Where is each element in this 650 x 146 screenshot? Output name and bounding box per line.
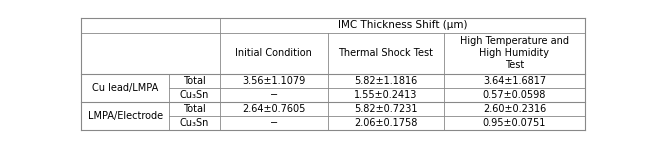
Text: 5.82±0.7231: 5.82±0.7231 — [354, 104, 418, 114]
Text: −: − — [270, 118, 278, 128]
Text: Initial Condition: Initial Condition — [235, 48, 313, 59]
Text: 5.82±1.1816: 5.82±1.1816 — [354, 76, 418, 86]
Text: 3.56±1.1079: 3.56±1.1079 — [242, 76, 306, 86]
Text: 1.55±0.2413: 1.55±0.2413 — [354, 90, 418, 100]
Text: Cu lead/LMPA: Cu lead/LMPA — [92, 83, 159, 93]
Text: 2.06±0.1758: 2.06±0.1758 — [354, 118, 418, 128]
Text: −: − — [270, 90, 278, 100]
Text: IMC Thickness Shift (μm): IMC Thickness Shift (μm) — [337, 20, 467, 30]
Text: 2.60±0.2316: 2.60±0.2316 — [483, 104, 546, 114]
Text: High Temperature and
High Humidity
Test: High Temperature and High Humidity Test — [460, 36, 569, 71]
Text: 3.64±1.6817: 3.64±1.6817 — [483, 76, 546, 86]
Text: 2.64±0.7605: 2.64±0.7605 — [242, 104, 306, 114]
Text: Total: Total — [183, 104, 206, 114]
Text: Cu₃Sn: Cu₃Sn — [180, 90, 209, 100]
Text: Total: Total — [183, 76, 206, 86]
Text: 0.57±0.0598: 0.57±0.0598 — [483, 90, 546, 100]
Text: LMPA/Electrode: LMPA/Electrode — [88, 111, 163, 121]
Text: Thermal Shock Test: Thermal Shock Test — [339, 48, 434, 59]
Text: 0.95±0.0751: 0.95±0.0751 — [483, 118, 546, 128]
Text: Cu₃Sn: Cu₃Sn — [180, 118, 209, 128]
